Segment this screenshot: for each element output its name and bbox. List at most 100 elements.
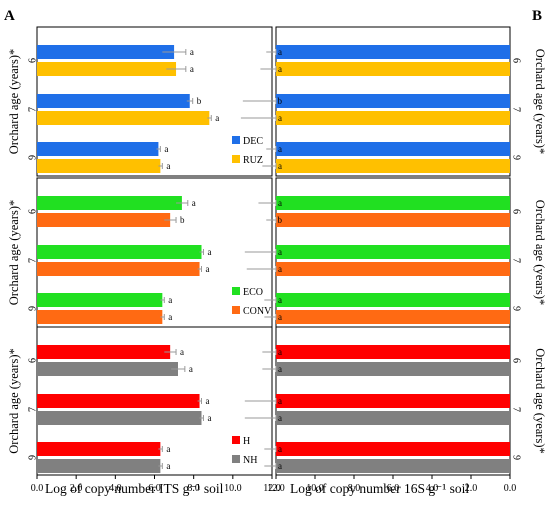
y-axis-label: Orchard age (years)*	[7, 348, 21, 454]
x-tick-label: 4.0	[109, 483, 122, 494]
legend-label: CONV	[243, 306, 272, 317]
x-tick-label: 0.0	[504, 483, 517, 494]
x-axis-label-left: Log of copy number ITS g⁻¹ soil	[45, 481, 224, 496]
x-tick-label: 6.0	[387, 483, 400, 494]
bar-h	[276, 394, 510, 408]
bar-eco	[37, 245, 202, 259]
y-tick-label: 6	[28, 358, 39, 363]
y-tick-label: 7	[28, 107, 39, 112]
x-tick-label: 0.0	[31, 483, 44, 494]
significance-letter: a	[278, 396, 282, 406]
y-axis-label: Orchard age (years)*	[533, 49, 547, 155]
y-tick-label: 6	[28, 209, 39, 214]
y-tick-label: 7	[511, 107, 522, 112]
significance-letter: a	[278, 364, 282, 374]
significance-letter: a	[166, 161, 170, 171]
legend-swatch-conv	[232, 306, 240, 314]
y-axis-label: Orchard age (years)*	[533, 200, 547, 306]
significance-letter: a	[278, 312, 282, 322]
significance-letter: a	[278, 144, 282, 154]
legend-swatch-eco	[232, 287, 240, 295]
x-tick-label: 8.0	[187, 483, 200, 494]
significance-letter: a	[190, 64, 194, 74]
bar-nh	[276, 362, 510, 376]
bar-eco	[276, 245, 510, 259]
significance-letter: a	[164, 144, 168, 154]
significance-letter: a	[278, 413, 282, 423]
significance-letter: b	[180, 215, 185, 225]
bar-dec	[37, 142, 159, 156]
bar-conv	[37, 213, 171, 227]
bar-nh	[276, 459, 510, 473]
bar-nh	[276, 411, 510, 425]
significance-letter: a	[190, 47, 194, 57]
y-tick-label: 9	[28, 155, 39, 160]
significance-letter: a	[180, 347, 184, 357]
bar-h	[276, 345, 510, 359]
bar-h	[37, 442, 161, 456]
bar-conv	[276, 262, 510, 276]
significance-letter: a	[278, 113, 282, 123]
legend-label: ECO	[243, 287, 263, 298]
significance-letter: a	[278, 347, 282, 357]
panel-label-b: B	[532, 8, 542, 24]
y-tick-label: 6	[511, 358, 522, 363]
x-tick-label: 2.0	[70, 483, 83, 494]
x-tick-label: 12.0	[267, 483, 285, 494]
y-tick-label: 6	[511, 58, 522, 63]
significance-letter: a	[215, 113, 219, 123]
y-axis-label: Orchard age (years)*	[7, 49, 21, 155]
significance-letter: a	[189, 364, 193, 374]
x-tick-label: 4.0	[426, 483, 439, 494]
bar-conv	[276, 213, 510, 227]
bar-eco	[37, 196, 182, 210]
bar-dec	[37, 45, 175, 59]
significance-letter: a	[278, 161, 282, 171]
significance-letter: a	[166, 461, 170, 471]
x-tick-label: 8.0	[348, 483, 361, 494]
legend-label: H	[243, 436, 250, 447]
bar-h	[37, 345, 171, 359]
bar-conv	[37, 310, 163, 324]
bar-h	[37, 394, 200, 408]
y-tick-label: 9	[511, 155, 522, 160]
y-tick-label: 7	[28, 407, 39, 412]
bar-dec	[37, 94, 190, 108]
significance-letter: a	[278, 295, 282, 305]
bar-ruz	[276, 159, 510, 173]
x-tick-label: 6.0	[148, 483, 161, 494]
bar-conv	[276, 310, 510, 324]
bar-h	[276, 442, 510, 456]
y-tick-label: 6	[28, 58, 39, 63]
significance-letter: a	[278, 264, 282, 274]
significance-letter: a	[207, 413, 211, 423]
y-axis-label: Orchard age (years)*	[7, 200, 21, 306]
y-tick-label: 9	[511, 306, 522, 311]
bar-eco	[37, 293, 163, 307]
y-tick-label: 6	[511, 209, 522, 214]
significance-letter: b	[278, 96, 283, 106]
significance-letter: a	[278, 247, 282, 257]
legend-swatch-nh	[232, 455, 240, 463]
y-tick-label: 7	[511, 407, 522, 412]
significance-letter: a	[207, 247, 211, 257]
significance-letter: a	[168, 312, 172, 322]
significance-letter: a	[168, 295, 172, 305]
legend-label: NH	[243, 455, 257, 466]
bar-ruz	[37, 62, 177, 76]
legend-swatch-h	[232, 436, 240, 444]
y-tick-label: 9	[511, 455, 522, 460]
bar-dec	[276, 45, 510, 59]
y-axis-label: Orchard age (years)*	[533, 348, 547, 454]
bar-ruz	[37, 111, 210, 125]
legend-label: RUZ	[243, 155, 263, 166]
significance-letter: a	[278, 444, 282, 454]
x-tick-label: 2.0	[465, 483, 478, 494]
x-tick-label: 10.0	[224, 483, 242, 494]
y-tick-label: 7	[28, 258, 39, 263]
bar-conv	[37, 262, 200, 276]
significance-letter: a	[278, 47, 282, 57]
significance-letter: a	[206, 396, 210, 406]
bar-ruz	[276, 111, 510, 125]
